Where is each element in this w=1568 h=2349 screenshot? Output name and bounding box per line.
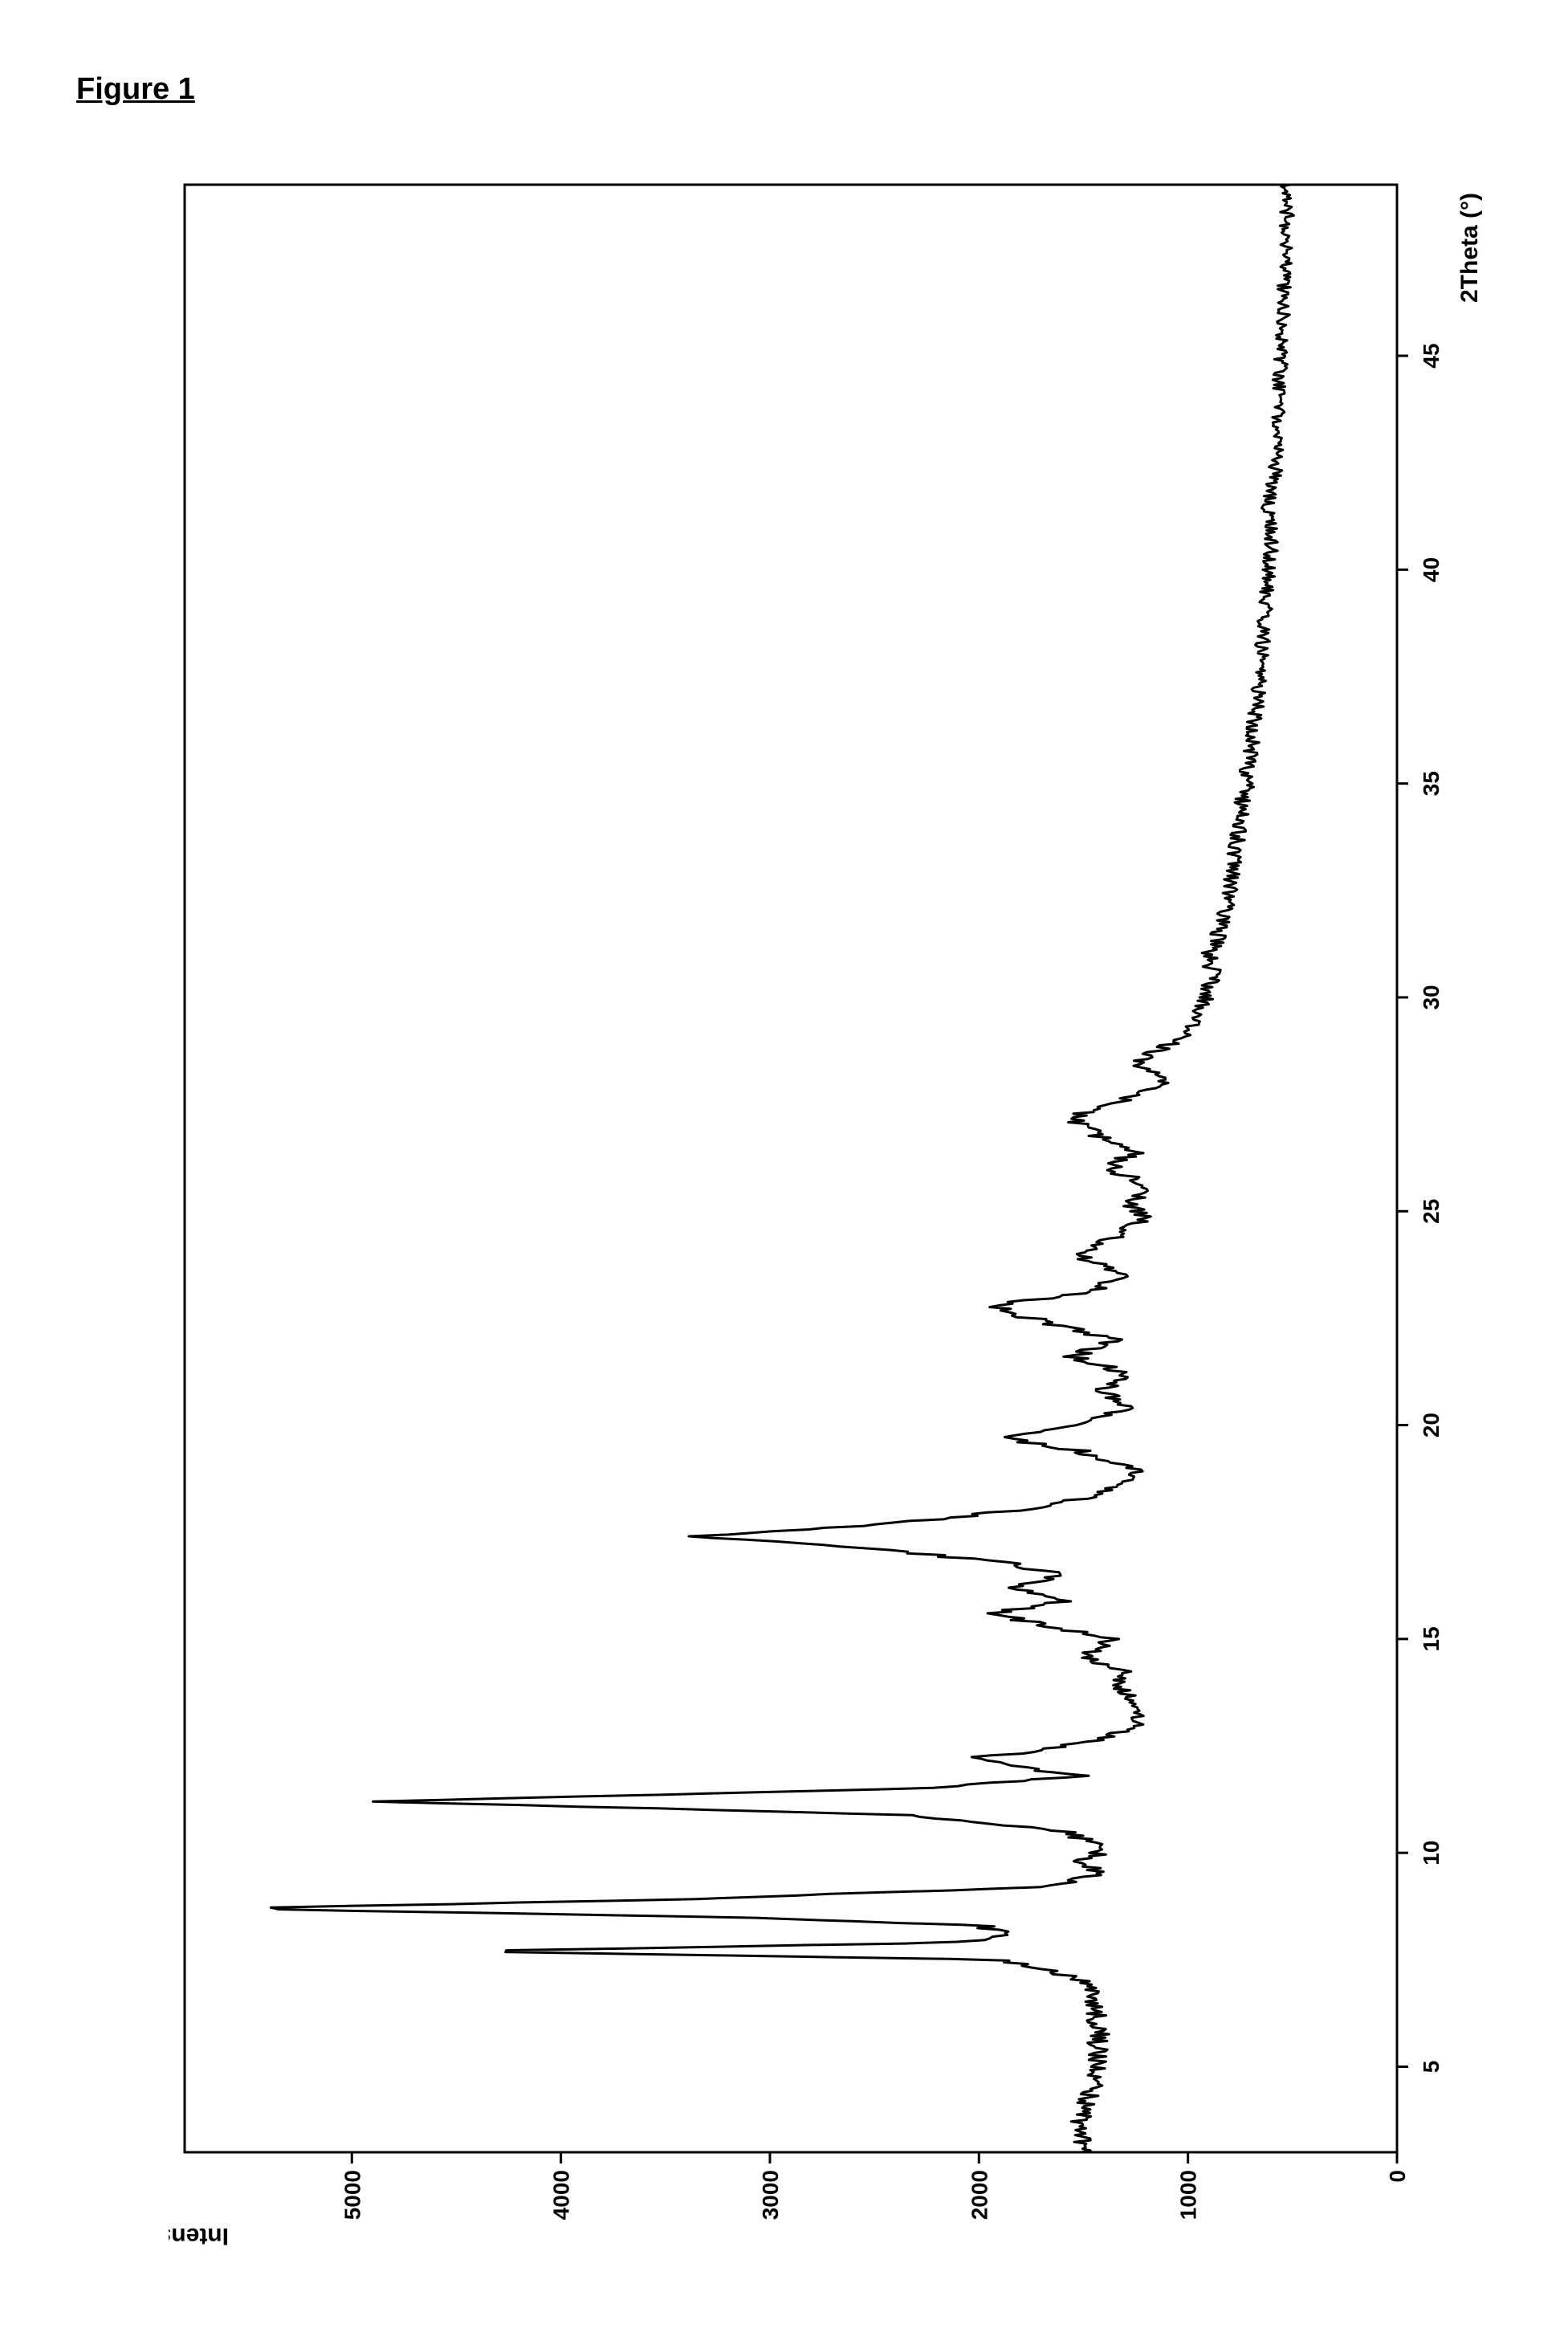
chart-svg: 5 10 15 20 25 30 35 40 45 2Theta (°) 0 1000 2000 3000… — [169, 153, 1501, 2257]
svg-text:5000: 5000 — [340, 2170, 365, 2220]
svg-text:40: 40 — [1419, 557, 1444, 582]
svg-text:15: 15 — [1419, 1626, 1444, 1651]
svg-text:5: 5 — [1419, 2061, 1444, 2074]
svg-text:25: 25 — [1419, 1199, 1444, 1224]
figure-title: Figure 1 — [76, 72, 195, 107]
svg-text:10: 10 — [1419, 1841, 1444, 1866]
xrd-chart: 5 10 15 20 25 30 35 40 45 2Theta (°) 0 1000 2000 3000… — [169, 153, 1501, 2257]
svg-text:4000: 4000 — [549, 2170, 574, 2220]
svg-text:2000: 2000 — [967, 2170, 992, 2220]
svg-text:35: 35 — [1419, 771, 1444, 796]
svg-text:Intensity (counts): Intensity (counts) — [169, 2223, 229, 2249]
svg-text:1000: 1000 — [1176, 2170, 1201, 2220]
svg-text:45: 45 — [1419, 343, 1444, 368]
svg-text:20: 20 — [1419, 1413, 1444, 1438]
svg-text:3000: 3000 — [758, 2170, 783, 2220]
svg-text:30: 30 — [1419, 985, 1444, 1009]
svg-text:2Theta (°): 2Theta (°) — [1456, 193, 1483, 303]
svg-text:0: 0 — [1385, 2170, 1410, 2183]
